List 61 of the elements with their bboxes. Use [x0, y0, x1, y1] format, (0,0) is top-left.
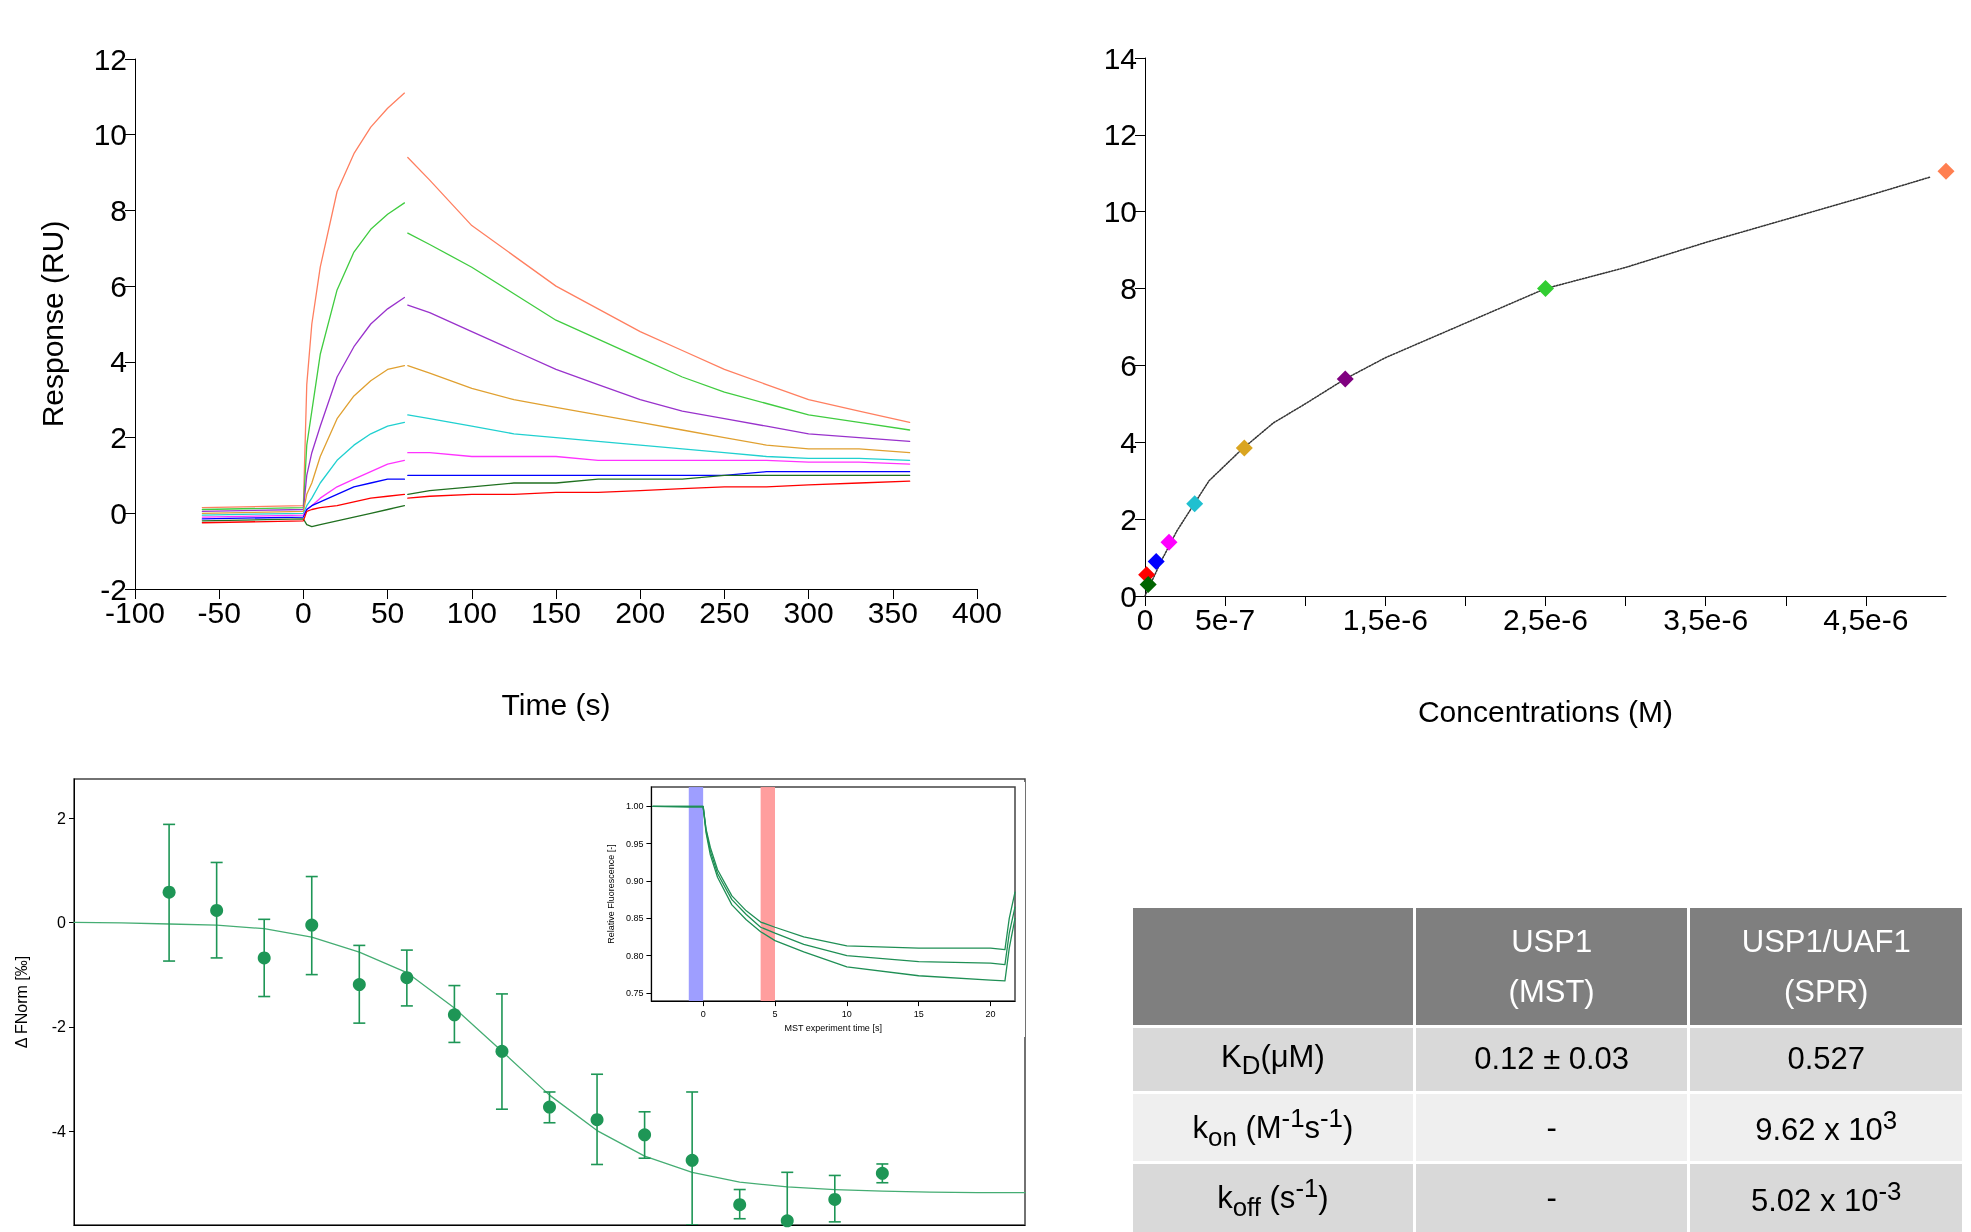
x-tick-label: 350	[867, 595, 918, 629]
category-label: USP1/UAF1 (SPR)	[1688, 906, 1964, 1027]
y-tick-label: 2	[57, 809, 67, 827]
y-tick-label: 12	[1103, 118, 1137, 152]
x-axis-title: MST experiment time [s]	[784, 1022, 882, 1033]
y-tick-label: 6	[110, 269, 127, 303]
x-tick-label: 200	[615, 595, 666, 629]
y-tick-label: 0	[57, 913, 67, 931]
y-tick-label: 12	[93, 42, 127, 76]
x-tick-label: 250	[699, 595, 750, 629]
y-tick-label: 10	[1103, 195, 1137, 229]
text: 9.62 x 10$^{3}$	[1755, 1105, 1898, 1148]
x-tick-label: 300	[783, 595, 834, 629]
x-tick-label: 5e-7	[1195, 602, 1256, 636]
y-tick-label: 0.90	[625, 876, 644, 886]
x-tick-label: 10	[841, 1008, 852, 1019]
text: 0.12 ± 0.03	[1474, 1041, 1630, 1077]
text: 5.02 x 10$^{-3}$	[1750, 1176, 1902, 1219]
y-tick-label: 2	[1120, 502, 1137, 536]
x-tick-label: 50	[370, 595, 405, 629]
x-tick-label: 0	[700, 1008, 706, 1019]
y-tick-label: 0.80	[625, 950, 644, 961]
x-tick-label: 20	[985, 1008, 996, 1019]
y-tick-label: -2	[51, 1018, 67, 1036]
y-axis-title: Relative Fluorescence [-]	[605, 844, 616, 944]
y-tick-label: 14	[1103, 41, 1137, 75]
y-axis-title: Δ FNorm [‰]	[12, 955, 30, 1049]
category-label: k$_{on}$ (M$^{-1}$s$^{-1}$)	[1192, 1103, 1354, 1151]
y-tick-label: 4	[110, 345, 127, 379]
text: 0.527	[1787, 1041, 1865, 1077]
y-tick-label: 0.95	[625, 838, 644, 849]
x-tick-label: 5	[772, 1008, 778, 1019]
x-tick-label: 0	[295, 595, 312, 629]
y-tick-label: 0	[110, 496, 127, 530]
x-axis-title: Concentrations (M)	[1417, 694, 1674, 728]
x-tick-label: 1,5e-6	[1342, 602, 1428, 636]
y-axis-title: Response (RU)	[35, 220, 69, 428]
y-tick-label: 2	[110, 421, 127, 455]
x-tick-label: 2,5e-6	[1502, 602, 1589, 636]
x-tick-label: 100	[446, 595, 497, 629]
y-tick-label: 8	[110, 193, 127, 227]
category-label: K$_{D}$(μM)	[1221, 1039, 1325, 1080]
y-tick-label: 10	[93, 118, 127, 152]
y-tick-label: 0.85	[625, 913, 644, 924]
category-label: USP1 (MST)	[1414, 906, 1689, 1027]
x-tick-label: 400	[951, 595, 1003, 629]
y-tick-label: 1.00	[625, 801, 644, 812]
y-tick-label: 6	[1120, 348, 1137, 382]
y-tick-label: 8	[1120, 272, 1137, 306]
x-tick-label: -50	[197, 595, 241, 629]
text: -	[1546, 1109, 1557, 1145]
y-tick-label: -4	[51, 1122, 67, 1140]
x-tick-label: 150	[530, 595, 582, 629]
x-tick-label: 15	[913, 1008, 924, 1019]
x-tick-label: 3,5e-6	[1663, 602, 1749, 636]
x-axis-title: Time (s)	[501, 687, 611, 721]
category-label: k$_{off}$ (s$^{-1}$)	[1217, 1174, 1329, 1221]
y-tick-label: 0.75	[625, 987, 644, 998]
y-tick-label: 4	[1120, 425, 1137, 459]
text: -	[1546, 1180, 1557, 1216]
x-tick-label: 4,5e-6	[1823, 602, 1909, 636]
